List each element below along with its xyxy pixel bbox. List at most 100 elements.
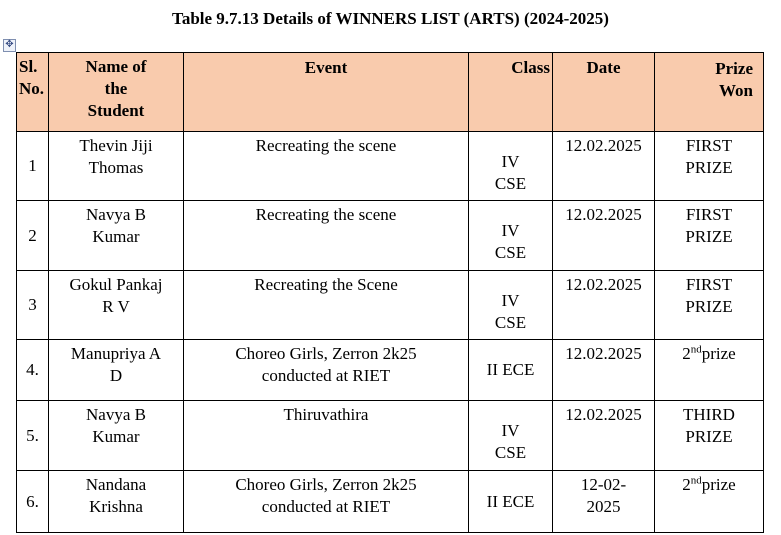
header-text: Date — [586, 58, 621, 77]
header-event: Event — [183, 52, 469, 132]
cell-line: FIRST — [685, 136, 733, 155]
cell-event: Choreo Girls, Zerron 2k25 conducted at RI… — [183, 339, 469, 401]
header-text: the — [104, 79, 128, 98]
cell-prize: FIRST PRIZE — [654, 131, 764, 201]
cell-line: conducted at RIET — [261, 497, 391, 516]
table-row: 1 Thevin Jiji Thomas Recreating the scene IV… — [16, 131, 764, 201]
cell-date: 12.02.2025 — [552, 270, 655, 340]
cell-line: IV — [501, 290, 520, 310]
cell-line: Gokul Pankaj — [69, 275, 163, 294]
prize-number: 2 — [682, 475, 691, 494]
header-text: Student — [87, 101, 145, 120]
cell-line: Recreating the scene — [255, 136, 397, 155]
cell-line: Nandana — [85, 475, 147, 494]
cell-sl-no: 6. — [16, 470, 49, 533]
cell-class: IV CSE — [468, 200, 553, 271]
header-text: Event — [304, 58, 348, 77]
move-handle-icon[interactable]: ✥ — [3, 39, 16, 52]
prize-ordinal: nd — [690, 474, 702, 487]
cell-line: conducted at RIET — [261, 366, 391, 385]
cell-line: 12.02.2025 — [565, 344, 642, 363]
table-row: 4. Manupriya A D Choreo Girls, Zerron 2k25 c… — [16, 339, 764, 401]
cell-line: PRIZE — [685, 427, 733, 446]
header-text: No. — [19, 79, 45, 98]
table-row: 3 Gokul Pankaj R V Recreating the Scene IV CS… — [16, 270, 764, 340]
cell-prize: 2ndprize — [654, 470, 764, 533]
cell-line: IV — [501, 151, 520, 171]
cell-line: CSE — [494, 243, 527, 262]
cell-line: R V — [102, 297, 130, 316]
cell-line: IV — [501, 421, 520, 440]
cell-line: 12.02.2025 — [565, 275, 642, 294]
cell-prize: 2ndprize — [654, 339, 764, 401]
cell-line: CSE — [494, 173, 527, 193]
header-student-name: Name of the Student — [48, 52, 184, 132]
header-text: Sl. — [19, 57, 38, 76]
cell-student-name: Nandana Krishna — [48, 470, 184, 533]
cell-student-name: Gokul Pankaj R V — [48, 270, 184, 340]
header-row: Sl. No. Name of the Student Event Class Dat… — [16, 52, 764, 132]
cell-line: II ECE — [486, 360, 535, 379]
cell-line: 12.02.2025 — [565, 136, 642, 155]
cell-prize: THIRD PRIZE — [654, 400, 764, 471]
cell-line: Krishna — [89, 497, 143, 516]
cell-line: 2025 — [586, 497, 621, 516]
prize-text: prize — [701, 475, 736, 494]
cell-line: Recreating the Scene — [254, 275, 398, 294]
cell-class: IV CSE — [468, 270, 553, 340]
cell-student-name: Thevin Jiji Thomas — [48, 131, 184, 201]
cell-date: 12.02.2025 — [552, 200, 655, 271]
cell-line: 12.02.2025 — [565, 405, 642, 424]
cell-line: Manupriya A — [70, 344, 162, 363]
cell-event: Thiruvathira — [183, 400, 469, 471]
cell-line: FIRST — [685, 275, 733, 294]
header-prize-won: Prize Won — [654, 52, 764, 132]
cell-line: FIRST — [685, 205, 733, 224]
cell-line: THIRD — [683, 405, 735, 424]
prize-text: prize — [701, 344, 736, 363]
prize-ordinal: nd — [690, 343, 702, 356]
cell-sl-no: 4. — [16, 339, 49, 401]
cell-line: CSE — [494, 443, 527, 462]
cell-line: Navya B — [86, 405, 146, 424]
cell-student-name: Navya B Kumar — [48, 200, 184, 271]
cell-line: IV — [501, 221, 520, 240]
cell-date: 12.02.2025 — [552, 339, 655, 401]
winners-table: Sl. No. Name of the Student Event Class Dat… — [16, 52, 764, 533]
table-row: 5. Navya B Kumar Thiruvathira IV CSE 12.02.202… — [16, 400, 764, 471]
table-row: 2 Navya B Kumar Recreating the scene IV CSE 12… — [16, 200, 764, 271]
cell-line: Recreating the scene — [255, 205, 397, 224]
cell-sl-no: 3 — [16, 270, 49, 340]
cell-sl-no: 5. — [16, 400, 49, 471]
header-text: Name of — [85, 57, 147, 76]
cell-line: PRIZE — [685, 227, 733, 246]
cell-line: 12.02.2025 — [565, 205, 642, 224]
cell-line: D — [109, 366, 123, 385]
cell-line: Kumar — [92, 227, 140, 246]
cell-event: Recreating the scene — [183, 131, 469, 201]
cell-line: CSE — [494, 312, 527, 332]
cell-event: Recreating the scene — [183, 200, 469, 271]
cell-line: Navya B — [86, 205, 146, 224]
cell-line: Thomas — [88, 158, 144, 177]
cell-prize: FIRST PRIZE — [654, 200, 764, 271]
cell-line: Thiruvathira — [283, 405, 369, 424]
cell-line: II ECE — [486, 491, 535, 511]
cell-date: 12.02.2025 — [552, 131, 655, 201]
header-date: Date — [552, 52, 655, 132]
header-text: Class — [511, 58, 550, 77]
cell-date: 12-02- 2025 — [552, 470, 655, 533]
cell-line: PRIZE — [685, 297, 733, 316]
cell-line: PRIZE — [685, 158, 733, 177]
cell-sl-no: 1 — [16, 131, 49, 201]
cell-sl-no: 2 — [16, 200, 49, 271]
cell-line: Choreo Girls, Zerron 2k25 — [235, 475, 417, 494]
cell-event: Recreating the Scene — [183, 270, 469, 340]
cell-line: Thevin Jiji — [79, 136, 153, 155]
cell-prize: FIRST PRIZE — [654, 270, 764, 340]
cell-line: Kumar — [92, 427, 140, 446]
header-sl-no: Sl. No. — [16, 52, 49, 132]
header-text: Prize — [715, 59, 753, 78]
table-caption: Table 9.7.13 Details of WINNERS LIST (AR… — [172, 9, 609, 28]
cell-class: II ECE — [468, 470, 553, 533]
